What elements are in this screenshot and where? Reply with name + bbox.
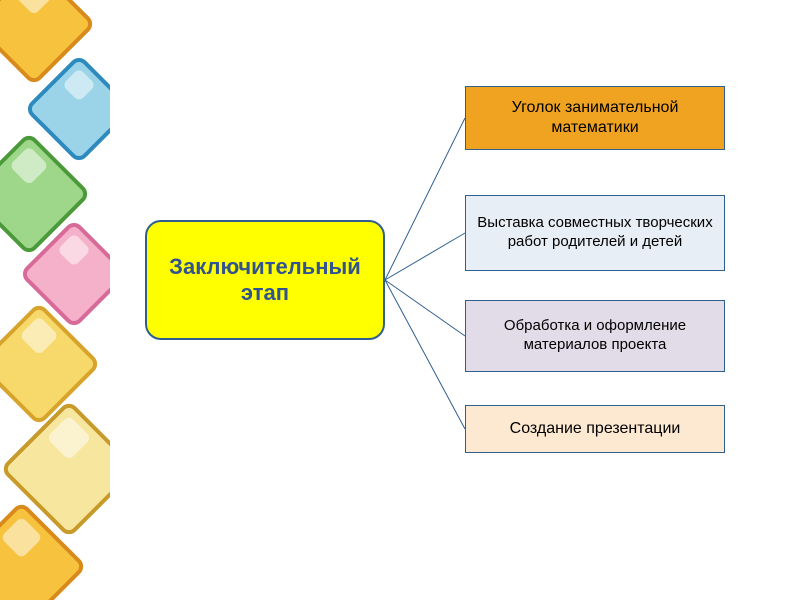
diagram-child-node: Обработка и оформление материалов проект… bbox=[465, 300, 725, 372]
diagram-child-label: Обработка и оформление материалов проект… bbox=[474, 317, 716, 355]
slide: Заключительный этап Уголок занимательной… bbox=[0, 0, 800, 600]
diagram-child-node: Уголок занимательной математики bbox=[465, 86, 725, 150]
diagram-child-label: Создание презентации bbox=[510, 419, 681, 439]
diagram-child-label: Уголок занимательной математики bbox=[474, 98, 716, 138]
diagram-child-label: Выставка совместных творческих работ род… bbox=[474, 214, 716, 252]
decorative-cube bbox=[0, 302, 101, 426]
diagram-main-node: Заключительный этап bbox=[145, 220, 385, 340]
diagram-main-label: Заключительный этап bbox=[147, 254, 383, 306]
diagram-child-node: Выставка совместных творческих работ род… bbox=[465, 195, 725, 271]
diagram-child-node: Создание презентации bbox=[465, 405, 725, 453]
decorative-sidebar bbox=[0, 0, 110, 600]
